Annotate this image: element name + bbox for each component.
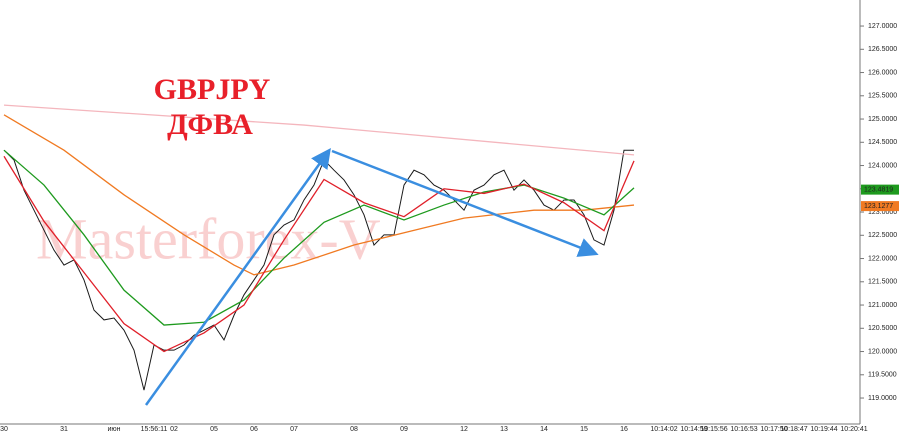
x-tick-label: 10:17:50 [760,426,787,433]
y-tick-label: 124.0000 [868,162,897,169]
y-tick-label: 119.5000 [868,372,897,379]
y-tick-label: 121.0000 [868,302,897,309]
x-tick-label: 08 [350,426,358,433]
price-tag [861,201,899,212]
y-tick-label: 120.0000 [868,348,897,355]
x-tick-label: 10:14:59 [680,426,707,433]
x-tick-label: 05 [210,426,218,433]
x-tick-label: 31 [60,426,68,433]
x-tick-label: 14 [540,426,548,433]
price-tag [861,184,899,195]
y-tick-label: 125.0000 [868,116,897,123]
x-tick-label: 07 [290,426,298,433]
y-tick-label: 122.0000 [868,255,897,262]
plot-area [3,104,635,391]
x-tick-label: 09 [400,426,408,433]
y-tick-label: 121.5000 [868,279,897,286]
moving-average [3,104,635,156]
chart-subtitle: ДФВА [167,108,253,141]
y-tick-label: 124.5000 [868,139,897,146]
moving-average [3,155,635,353]
y-tick-label: 126.5000 [868,46,897,53]
chart-title: GBPJPY [154,73,271,106]
x-tick-label: 10:16:53 [730,426,757,433]
x-tick-label: 30 [0,426,8,433]
trend-arrow [331,149,599,257]
y-tick-label: 122.5000 [868,232,897,239]
moving-average [3,149,635,326]
x-tick-label: 02 [170,426,178,433]
y-tick-label: 123.0000 [868,209,897,216]
y-tick-label: 120.5000 [868,325,897,332]
price-tag-label: 123.1277 [864,203,893,210]
x-tick-label: 10:15:56 [700,426,727,433]
x-tick-label: 15 [580,426,588,433]
y-tick-label: 119.0000 [868,395,897,402]
x-tick-label: 10:14:02 [650,426,677,433]
trend-arrow [144,147,331,406]
y-tick-label: 127.0000 [868,23,897,30]
price-line [3,149,634,391]
y-tick-label: 126.0000 [868,69,897,76]
y-tick-label: 125.5000 [868,93,897,100]
x-tick-label: 13 [500,426,508,433]
moving-average [3,114,635,276]
x-tick-label: июн [107,426,120,433]
x-tick-label: 16 [620,426,628,433]
x-tick-label: 06 [250,426,258,433]
x-tick-label: 10:18:47 [780,426,807,433]
x-tick-label: 15:56:11 [141,426,168,433]
x-tick-label: 10:20:41 [840,426,867,433]
price-tag-label: 123.4819 [864,186,893,193]
watermark: Masterforex-V [36,206,381,271]
x-tick-label: 10:19:44 [810,426,837,433]
x-tick-label: 12 [460,426,468,433]
